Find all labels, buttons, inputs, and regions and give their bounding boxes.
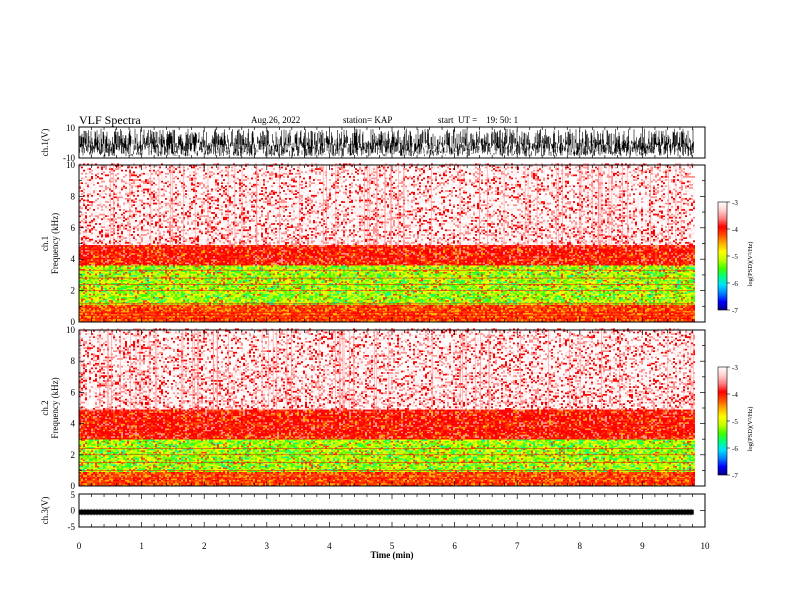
vlf-figure: 10-10ch.1(V)0246810ch.1 Frequency (kHz)02… <box>0 0 792 612</box>
y-tick-label: 8 <box>71 191 76 201</box>
colorbar-label: log(PSD)(V²/Hz) <box>747 242 754 287</box>
ch3-waveform <box>79 509 694 516</box>
colorbar <box>718 367 727 475</box>
y-tick-label: 2 <box>71 450 76 460</box>
ch1-spectrogram <box>79 163 705 322</box>
y-tick-label: 6 <box>71 223 76 233</box>
y-tick-label: 4 <box>71 254 76 264</box>
colorbar-tick-label: -6 <box>732 445 738 453</box>
y-axis-label: ch.2 <box>40 400 50 415</box>
x-tick-label: 2 <box>202 541 207 551</box>
x-tick-label: 10 <box>701 541 711 551</box>
y-axis-label: ch.1 <box>40 236 50 251</box>
start-time-label: start UT = 19: 50: 1 <box>438 115 518 125</box>
x-tick-label: 8 <box>578 541 583 551</box>
y-axis-label: Frequency (kHz) <box>50 377 60 438</box>
ch3-trace-band <box>79 510 694 515</box>
y-tick-label: 10 <box>66 123 76 133</box>
y-tick-label: -5 <box>68 522 76 532</box>
y-tick-label: 6 <box>71 387 76 397</box>
ch1-trace-line <box>79 129 694 157</box>
colorbar-tick-label: -6 <box>732 280 738 288</box>
x-axis-label: Time (min) <box>370 550 413 560</box>
x-tick-label: 4 <box>327 541 332 551</box>
y-tick-label: 2 <box>71 286 76 296</box>
x-tick-label: 6 <box>452 541 457 551</box>
x-tick-label: 0 <box>77 541 82 551</box>
x-tick-label: 9 <box>640 541 645 551</box>
colorbar-tick-label: -3 <box>732 199 738 207</box>
colorbar-tick-label: -7 <box>732 472 738 480</box>
date-label: Aug.26, 2022 <box>251 115 300 125</box>
y-tick-label: 5 <box>71 490 76 500</box>
ch2-spectrogram <box>79 328 705 486</box>
y-tick-label: 10 <box>66 325 76 335</box>
colorbar-tick-label: -5 <box>732 418 738 426</box>
x-tick-label: 3 <box>265 541 270 551</box>
colorbar <box>718 202 727 310</box>
y-tick-label: 8 <box>71 356 76 366</box>
y-axis-label: ch.1(V) <box>40 129 50 157</box>
colorbar-tick-label: -4 <box>732 226 738 234</box>
colorbar-tick-label: -4 <box>732 391 738 399</box>
colorbar-tick-label: -7 <box>732 307 738 315</box>
colorbars: -3 -4 -5 -6 -7 log(PSD)(V²/Hz) -3 -4 -5 -6 -7 log(P… <box>718 199 754 480</box>
y-axis-label: ch.3(V) <box>40 497 50 525</box>
y-tick-label: 4 <box>71 419 76 429</box>
ch1-waveform <box>79 129 694 157</box>
x-tick-label: 1 <box>139 541 144 551</box>
colorbar-tick-label: -5 <box>732 253 738 261</box>
y-tick-label: 0 <box>71 506 76 516</box>
x-tick-label: 7 <box>515 541 520 551</box>
y-tick-label: 10 <box>66 160 76 170</box>
colorbar-label: log(PSD)(V²/Hz) <box>747 407 754 452</box>
colorbar-tick-label: -3 <box>732 364 738 372</box>
station-label: station= KAP <box>343 115 392 125</box>
figure-title: VLF Spectra <box>79 113 141 128</box>
y-axis-label: Frequency (kHz) <box>50 213 60 274</box>
